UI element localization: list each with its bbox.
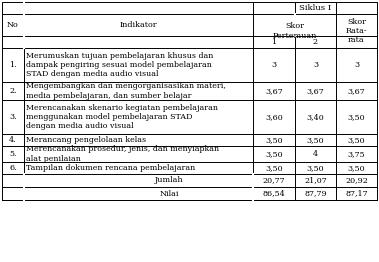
Text: Mengembangkan dan mengorganisasikan materi,
media pembelajaran, dan sumber belaj: Mengembangkan dan mengorganisasikan mate… [26, 82, 226, 100]
Text: Skor
Rata-
rata: Skor Rata- rata [346, 18, 367, 45]
Text: 3: 3 [354, 61, 359, 69]
Text: 2.: 2. [9, 87, 17, 95]
Text: 4.: 4. [9, 136, 17, 144]
Text: 3,50: 3,50 [348, 136, 365, 144]
Text: 3,75: 3,75 [348, 150, 365, 158]
Text: 2: 2 [313, 38, 318, 46]
Text: 3,50: 3,50 [307, 136, 324, 144]
Text: 3,67: 3,67 [307, 87, 324, 95]
Text: 5.: 5. [9, 150, 17, 158]
Text: 87,79: 87,79 [304, 189, 327, 198]
Text: 20,92: 20,92 [345, 177, 368, 184]
Text: Merumuskan tujuan pembelajaran khusus dan
dampak pengiring sesuai model pembelaj: Merumuskan tujuan pembelajaran khusus da… [26, 52, 213, 79]
Text: 87,17: 87,17 [345, 189, 368, 198]
Text: Merencanakan prosedur, jenis, dan menyiapkan
alat penilaian: Merencanakan prosedur, jenis, dan menyia… [26, 145, 219, 163]
Text: Merencanakan skenario kegiatan pembelajaran
menggunakan model pembelajaran STAD
: Merencanakan skenario kegiatan pembelaja… [26, 103, 218, 130]
Text: 3,67: 3,67 [265, 87, 283, 95]
Text: 3,50: 3,50 [265, 150, 283, 158]
Text: 3.: 3. [9, 113, 17, 121]
Text: 6.: 6. [9, 164, 17, 172]
Text: Merancang pengelolaan kelas: Merancang pengelolaan kelas [26, 136, 146, 144]
Text: Jumlah: Jumlah [155, 177, 184, 184]
Text: Skor
Pertemuan: Skor Pertemuan [273, 22, 317, 40]
Text: 1: 1 [271, 38, 277, 46]
Text: 4: 4 [313, 150, 318, 158]
Text: 3,67: 3,67 [348, 87, 365, 95]
Text: 3,50: 3,50 [348, 164, 365, 172]
Text: 3: 3 [271, 61, 277, 69]
Text: Indikator: Indikator [120, 21, 157, 29]
Text: 3,50: 3,50 [348, 113, 365, 121]
Text: 86,54: 86,54 [263, 189, 285, 198]
Text: 3,60: 3,60 [265, 113, 283, 121]
Text: Nilai: Nilai [160, 189, 179, 198]
Text: 3,50: 3,50 [307, 164, 324, 172]
Text: 3,50: 3,50 [265, 136, 283, 144]
Text: Tampilan dokumen rencana pembelajaran: Tampilan dokumen rencana pembelajaran [26, 164, 195, 172]
Text: 3,50: 3,50 [265, 164, 283, 172]
Text: 20,77: 20,77 [263, 177, 285, 184]
Text: 1.: 1. [9, 61, 17, 69]
Text: 3: 3 [313, 61, 318, 69]
Text: 21,07: 21,07 [304, 177, 327, 184]
Text: Siklus I: Siklus I [299, 4, 331, 12]
Text: 3,40: 3,40 [307, 113, 324, 121]
Text: No: No [7, 21, 19, 29]
